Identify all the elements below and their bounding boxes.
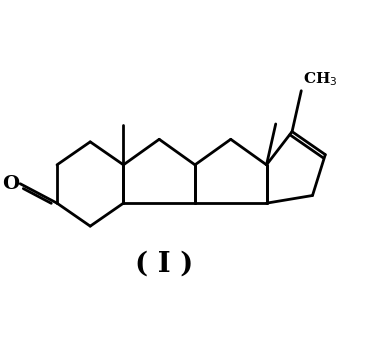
Text: O: O [3,175,20,193]
Text: CH$_3$: CH$_3$ [303,70,338,88]
Text: ( I ): ( I ) [135,251,193,278]
